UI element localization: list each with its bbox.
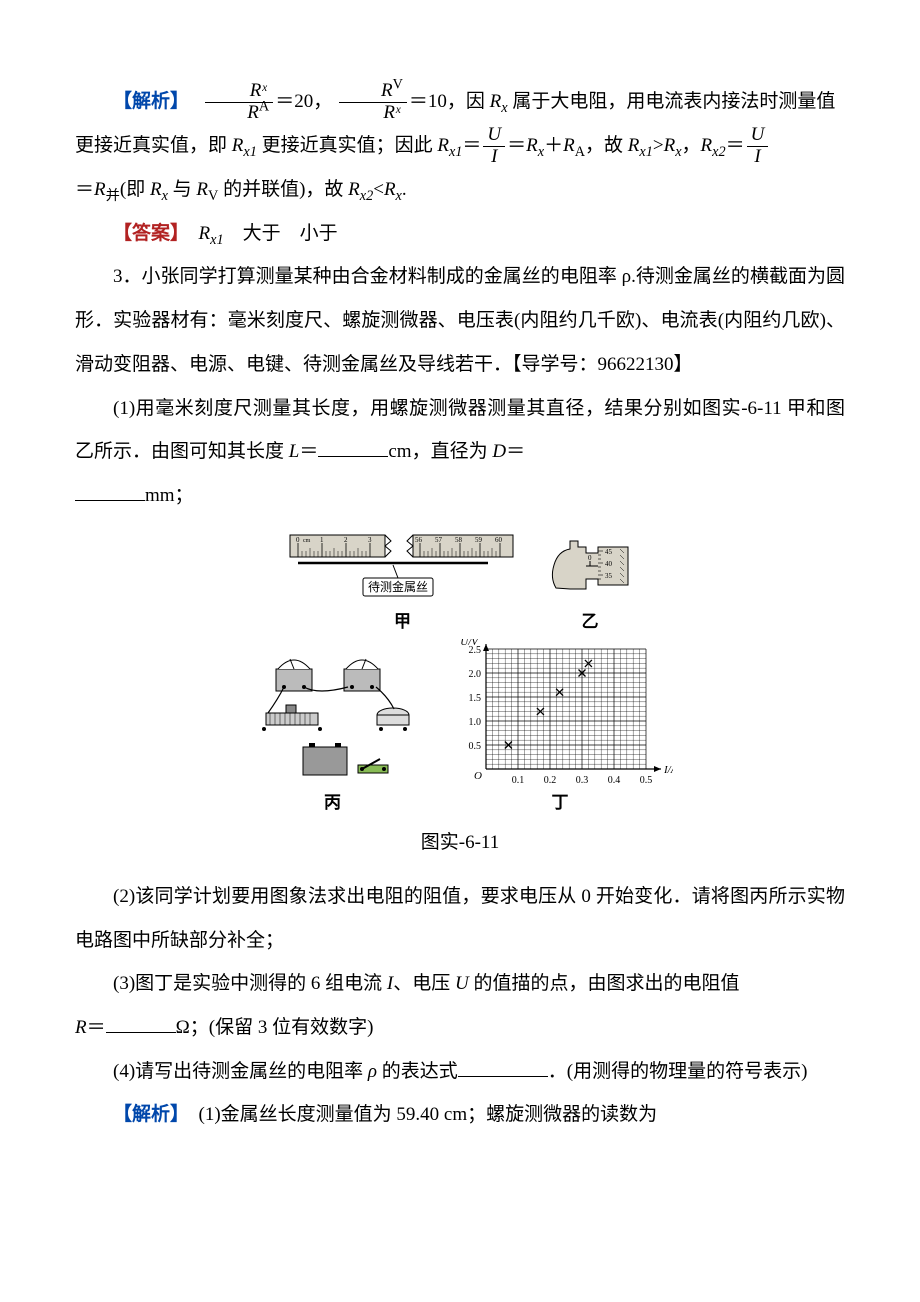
blank-diameter	[75, 482, 145, 501]
para-q3: 3．小张同学打算测量某种由合金材料制成的金属丝的电阻率 ρ.待测金属丝的横截面为…	[75, 255, 845, 386]
fig-label-a: 甲	[394, 610, 411, 634]
blank-resistance	[106, 1014, 176, 1033]
svg-text:2.0: 2.0	[468, 669, 481, 680]
circuit-svg	[248, 649, 418, 789]
svg-text:1: 1	[320, 536, 324, 544]
svg-text:58: 58	[455, 536, 463, 544]
blank-length	[318, 438, 388, 457]
fig-label-c: 丙	[324, 791, 341, 815]
frac-rx-ra: Rˣ RA	[205, 81, 273, 124]
para-analysis-1: 【解析】 Rˣ RA ＝20， RV Rˣ ＝10，因 Rx 属于大电阻，用电流…	[75, 80, 845, 124]
para-q3-1: (1)用毫米刻度尺测量其长度，用螺旋测微器测量其直径，结果分别如图实-6-11 …	[75, 387, 845, 518]
svg-text:O: O	[474, 770, 482, 782]
answer-label: 【答案】	[113, 223, 199, 244]
svg-text:35: 35	[605, 572, 613, 580]
svg-text:0: 0	[296, 536, 300, 544]
frac-u-i-2: UI	[747, 125, 769, 168]
svg-text:0.4: 0.4	[607, 775, 620, 786]
svg-text:2.5: 2.5	[468, 645, 481, 656]
figure-ruler: 0 cm 1 2 3 56 57 58	[288, 533, 518, 634]
graph-svg: U/V I/A O 0.51.01.52.02.5 0.10.20.30.40.…	[448, 639, 673, 789]
micrometer-svg: 0 45 40 35	[548, 533, 633, 608]
blank-rho	[458, 1058, 548, 1077]
svg-text:1.5: 1.5	[468, 693, 481, 704]
para-analysis-3: ＝R并(即 Rx 与 RV 的并联值)，故 Rx2<Rx.	[75, 168, 845, 212]
para-analysis-2: 更接近真实值，即 Rx1 更接近真实值；因此 Rx1＝UI＝Rx＋RA，故 Rx…	[75, 124, 845, 168]
svg-text:0.3: 0.3	[575, 775, 588, 786]
analysis-label: 【解析】	[113, 91, 180, 112]
svg-text:3: 3	[368, 536, 372, 544]
frac-rv-rx: RV Rˣ	[339, 81, 407, 124]
svg-text:59: 59	[475, 536, 483, 544]
svg-text:0.1: 0.1	[511, 775, 524, 786]
svg-text:56: 56	[415, 536, 423, 544]
svg-text:0.5: 0.5	[468, 741, 481, 752]
svg-text:0.5: 0.5	[639, 775, 652, 786]
svg-text:60: 60	[495, 536, 503, 544]
svg-text:45: 45	[605, 548, 613, 556]
para-q3-3b: R＝Ω；(保留 3 位有效数字)	[75, 1006, 845, 1050]
ruler-svg: 0 cm 1 2 3 56 57 58	[288, 533, 518, 608]
figure-caption: 图实-6-11	[75, 821, 845, 865]
para-analysis-bottom: 【解析】 (1)金属丝长度测量值为 59.40 cm；螺旋测微器的读数为	[75, 1093, 845, 1137]
svg-text:2: 2	[344, 536, 348, 544]
svg-text:cm: cm	[303, 538, 311, 544]
svg-text:40: 40	[605, 560, 613, 568]
svg-text:0.2: 0.2	[543, 775, 556, 786]
frac-u-i-1: UI	[483, 125, 505, 168]
svg-text:57: 57	[435, 536, 443, 544]
figure-graph: U/V I/A O 0.51.01.52.02.5 0.10.20.30.40.…	[448, 639, 673, 815]
para-q3-2: (2)该同学计划要用图象法求出电阻的阻值，要求电压从 0 开始变化．请将图丙所示…	[75, 875, 845, 962]
analysis-label-2: 【解析】	[113, 1104, 180, 1125]
fig-label-d: 丁	[552, 791, 569, 815]
svg-text:待测金属丝: 待测金属丝	[367, 579, 427, 594]
fig-label-b: 乙	[582, 610, 599, 634]
svg-text:1.0: 1.0	[468, 717, 481, 728]
para-q3-3a: (3)图丁是实验中测得的 6 组电流 I、电压 U 的值描的点，由图求出的电阻值	[75, 962, 845, 1006]
svg-text:0: 0	[588, 554, 592, 562]
figure-block: 0 cm 1 2 3 56 57 58	[75, 533, 845, 865]
figure-micrometer: 0 45 40 35 乙	[548, 533, 633, 634]
figure-circuit: 丙	[248, 649, 418, 815]
para-q3-4: (4)请写出待测金属丝的电阻率 ρ 的表达式．(用测得的物理量的符号表示)	[75, 1050, 845, 1094]
svg-text:I/A: I/A	[663, 764, 673, 776]
para-answer: 【答案】 Rx1 大于 小于	[75, 212, 845, 256]
